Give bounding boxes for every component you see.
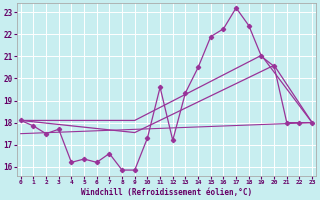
X-axis label: Windchill (Refroidissement éolien,°C): Windchill (Refroidissement éolien,°C) (81, 188, 252, 197)
